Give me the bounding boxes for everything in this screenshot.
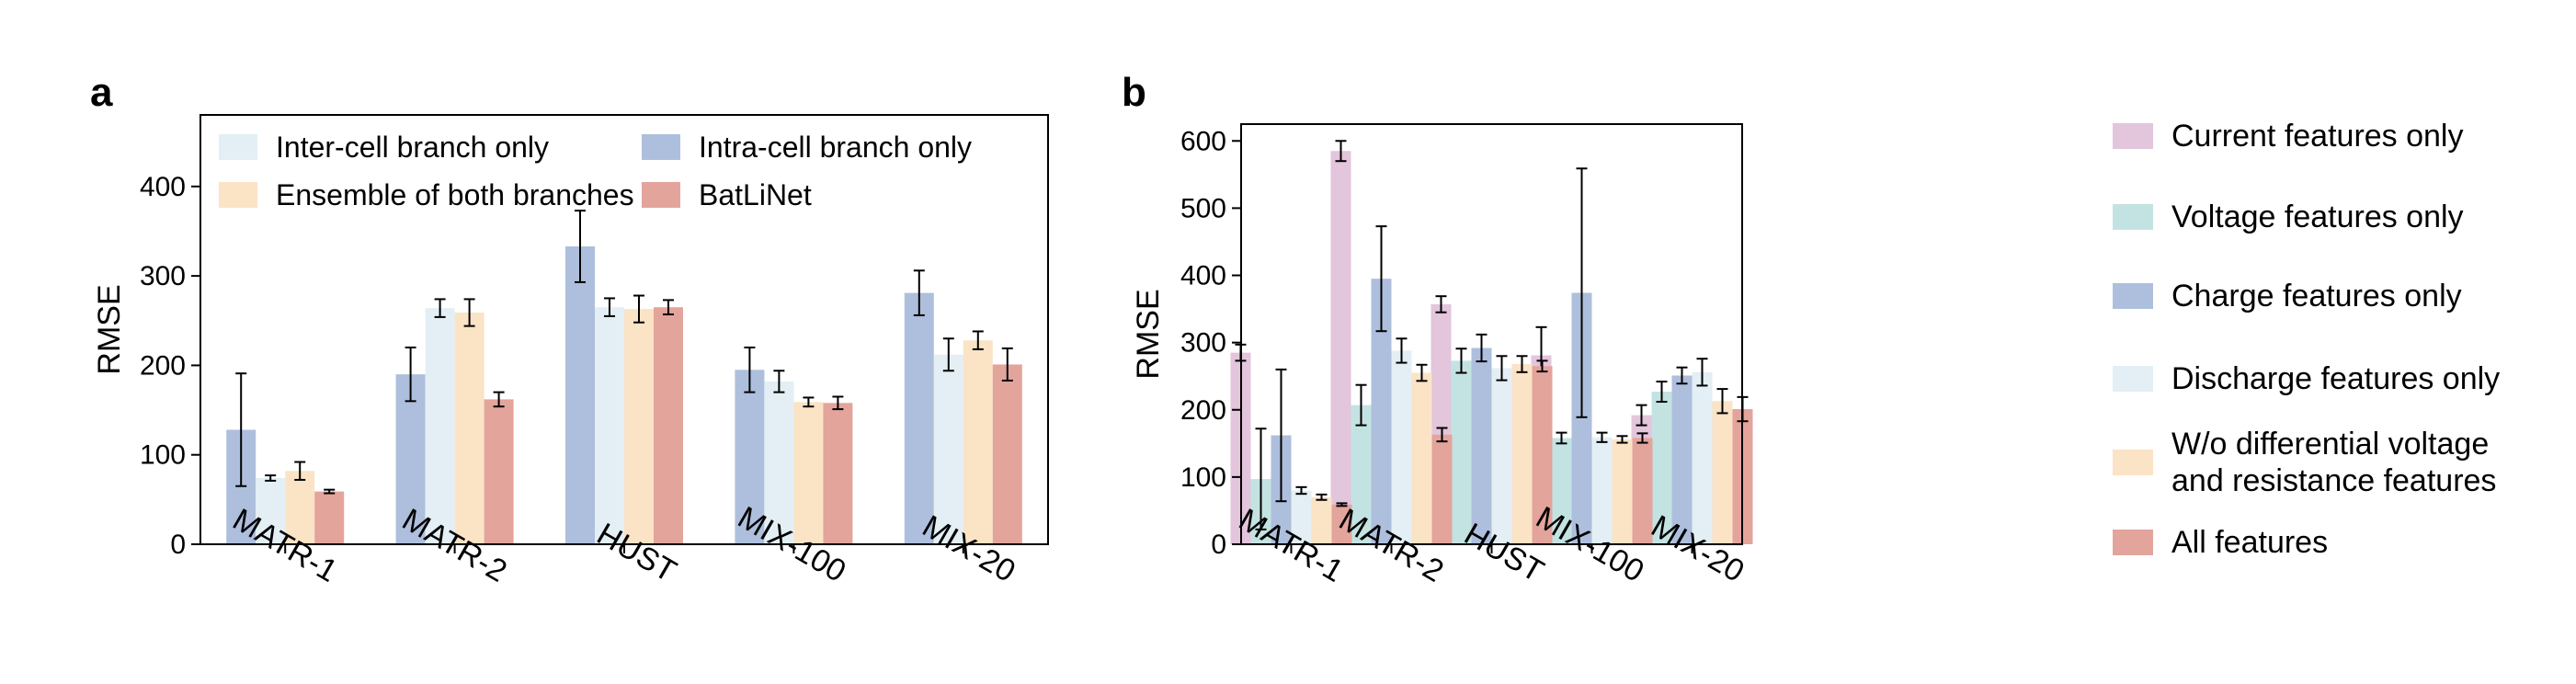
legend-swatch: [2113, 123, 2153, 149]
legend-swatch: [2113, 204, 2153, 230]
bar: [1391, 350, 1412, 544]
bar: [764, 381, 794, 544]
y-tick-label: 0: [1211, 530, 1226, 560]
bar: [1431, 434, 1453, 544]
legend-label: Charge features only: [2171, 279, 2462, 314]
bar: [454, 313, 484, 544]
bar: [1671, 375, 1693, 544]
bar: [1651, 392, 1672, 544]
bar: [1491, 368, 1512, 544]
legend-swatch: [219, 182, 257, 208]
bar: [1612, 439, 1633, 544]
bar: [1692, 371, 1713, 544]
bar: [904, 292, 934, 544]
bar: [1591, 437, 1613, 544]
y-tick-label: 100: [140, 440, 186, 471]
bar: [1291, 490, 1312, 544]
bar: [1451, 360, 1472, 544]
bar: [624, 309, 654, 544]
bar: [654, 307, 683, 544]
bar: [933, 354, 963, 544]
legend-swatch: [219, 134, 257, 160]
bar: [1551, 438, 1572, 544]
bar: [992, 364, 1022, 544]
bar: [1712, 401, 1733, 544]
bar: [395, 374, 426, 544]
bar: [1532, 366, 1553, 544]
legend-swatch: [642, 134, 680, 160]
bar: [484, 399, 514, 544]
bar: [1411, 372, 1432, 544]
legend-label: Ensemble of both branches: [276, 178, 634, 211]
y-tick-label: 100: [1180, 462, 1226, 493]
bar: [1371, 279, 1392, 544]
y-tick-label: 600: [1180, 126, 1226, 156]
y-axis-label: RMSE: [1131, 289, 1166, 379]
y-axis-label: RMSE: [92, 284, 127, 374]
bar: [1632, 438, 1653, 544]
legend-swatch: [2113, 366, 2153, 392]
legend-label: BatLiNet: [699, 178, 812, 211]
panel-label: a: [90, 70, 113, 115]
legend-swatch: [2113, 283, 2153, 309]
y-tick-label: 300: [1180, 328, 1226, 359]
bar: [256, 478, 286, 544]
panel-label: b: [1122, 70, 1146, 115]
bar: [1311, 496, 1332, 544]
bar: [735, 370, 765, 544]
bar: [1471, 348, 1492, 544]
legend-swatch: [642, 182, 680, 208]
legend-label: Voltage features only: [2171, 200, 2464, 234]
y-tick-label: 500: [1180, 193, 1226, 223]
legend-label: Intra-cell branch only: [699, 131, 972, 164]
legend-swatch: [2113, 530, 2153, 555]
y-tick-label: 200: [1180, 395, 1226, 426]
bar: [1331, 504, 1352, 544]
bar: [425, 308, 455, 544]
legend-label: All features: [2171, 525, 2328, 560]
y-tick-label: 400: [1180, 261, 1226, 291]
bar: [1571, 292, 1592, 544]
bar: [823, 403, 853, 544]
legend-label: Current features only: [2171, 119, 2464, 154]
y-tick-label: 400: [140, 172, 186, 202]
y-tick-label: 300: [140, 261, 186, 291]
bar: [1511, 364, 1533, 544]
legend-label: Inter-cell branch only: [276, 131, 549, 164]
legend-label: Discharge features only: [2171, 361, 2500, 396]
bar: [314, 491, 345, 544]
bar: [565, 246, 595, 544]
y-tick-label: 0: [170, 530, 186, 560]
bar: [285, 471, 315, 544]
y-tick-label: 200: [140, 350, 186, 381]
bar: [963, 340, 993, 544]
legend-label: W/o differential voltage and resistance f…: [2171, 427, 2496, 498]
bar: [1330, 151, 1351, 545]
bar: [1351, 405, 1372, 544]
legend-swatch: [2113, 450, 2153, 475]
bar: [793, 402, 824, 544]
bar: [595, 307, 624, 544]
